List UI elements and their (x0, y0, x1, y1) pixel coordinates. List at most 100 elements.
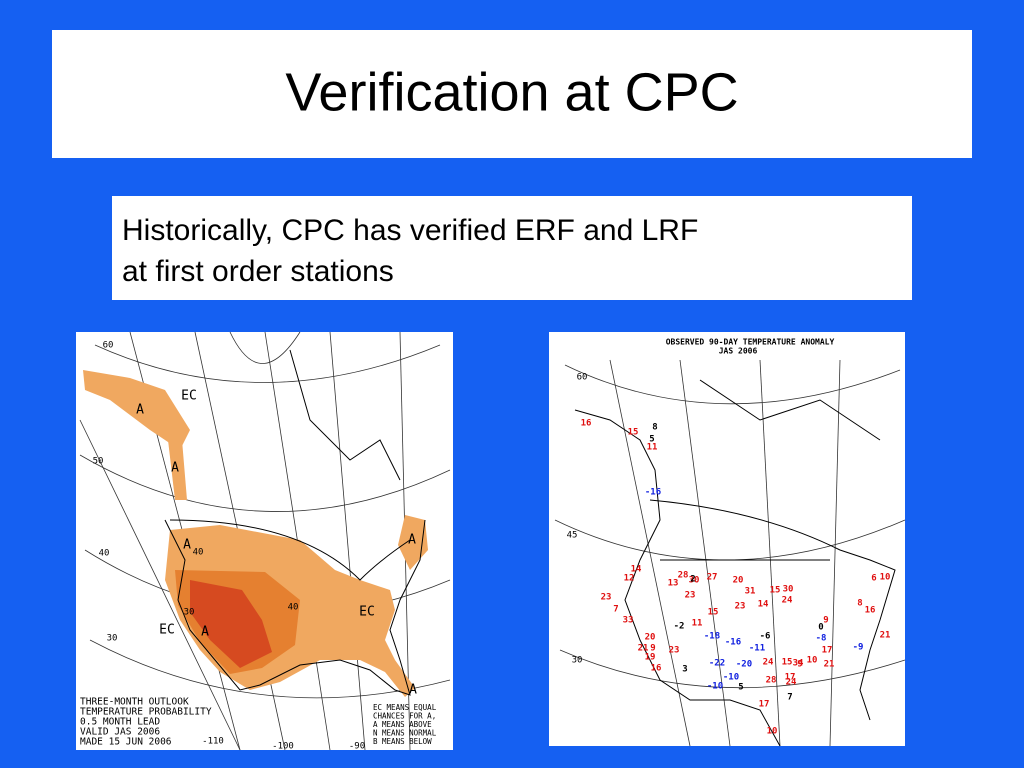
station-value: 5 (649, 435, 654, 445)
station-value: 17 (785, 673, 796, 683)
station-value: 9 (823, 616, 828, 626)
station-value: 15 (782, 658, 793, 668)
grid (554, 359, 906, 747)
station-value: -2 (674, 622, 685, 632)
station-value: 16 (581, 419, 592, 429)
station-value: 14 (758, 600, 769, 610)
station-value: 34 (793, 659, 804, 669)
station-value: 13 (668, 579, 679, 589)
station-value: 20 (733, 576, 744, 586)
title-box (52, 30, 972, 158)
station-value: -8 (816, 634, 827, 644)
station-value: 28 (766, 676, 777, 686)
map-caption: 0.5 MONTH LEAD (80, 717, 160, 728)
station-value: -10 (707, 682, 723, 692)
station-value: 24 (782, 596, 793, 606)
station-value: 15 (708, 608, 719, 618)
station-value: 7 (787, 693, 792, 703)
map-caption: MADE 15 JUN 2006 (80, 737, 172, 748)
station-value: 20 (645, 633, 656, 643)
map-background (549, 332, 905, 746)
map-caption: TEMPERATURE PROBABILITY (80, 707, 212, 718)
coastline (164, 349, 426, 696)
station-value: 23 (685, 591, 696, 601)
map-legend: N MEANS NORMAL (373, 729, 437, 738)
map-title: OBSERVED 90-DAY TEMPERATURE ANOMALY (666, 338, 835, 347)
map-label: 30 (572, 656, 583, 666)
station-value: 17 (759, 700, 770, 710)
station-value: 30 (689, 576, 700, 586)
body-line: Historically, CPC has verified ERF and L… (122, 214, 698, 247)
probability-area (83, 370, 190, 450)
station-value: 12 (624, 574, 635, 584)
station-value: 15 (628, 428, 639, 438)
map-label: A (201, 625, 209, 640)
map-label: EC (181, 389, 197, 404)
map-label: 40 (288, 603, 299, 613)
station-value: 14 (631, 565, 642, 575)
station-value: 10 (767, 727, 778, 737)
station-value: 23 (735, 602, 746, 612)
body-line: at first order stations (122, 255, 394, 288)
map-label: -90 (349, 742, 365, 752)
station-value: 5 (738, 683, 743, 693)
map-label: EC (359, 605, 375, 620)
station-value: 23 (669, 646, 680, 656)
station-value: 31 (745, 587, 756, 597)
station-value: 24 (786, 678, 797, 688)
coastline (574, 379, 896, 747)
map-label: 30 (184, 608, 195, 618)
map-label: A (409, 683, 417, 698)
station-value: 3 (682, 665, 687, 675)
station-value: 30 (783, 585, 794, 595)
station-value: -22 (709, 659, 725, 669)
map-label: 45 (567, 531, 578, 541)
station-value: 16 (865, 606, 876, 616)
map-label: EC (159, 623, 175, 638)
station-value: 16 (651, 664, 662, 674)
station-value: 9 (650, 644, 655, 654)
map-label: 60 (577, 373, 588, 383)
map-label: -100 (272, 742, 294, 752)
station-value: 8 (652, 423, 657, 433)
station-value: 33 (623, 616, 634, 626)
station-value: 9 (797, 660, 802, 670)
station-value: -16 (645, 488, 661, 498)
station-value: -10 (723, 673, 739, 683)
map-label: A (183, 538, 191, 553)
station-value: 21 (824, 660, 835, 670)
map-caption: VALID JAS 2006 (80, 727, 160, 738)
map-label: 60 (103, 341, 114, 351)
station-value: 28 (678, 571, 689, 581)
station-value: 10 (807, 656, 818, 666)
map-label: 50 (93, 457, 104, 467)
map-label: A (136, 403, 144, 418)
station-value: -18 (704, 632, 720, 642)
station-value: 7 (613, 605, 618, 615)
station-value: 11 (647, 443, 658, 453)
station-value: 10 (880, 573, 891, 583)
station-value: 23 (601, 593, 612, 603)
station-value: 2 (690, 575, 695, 585)
map-legend: A MEANS ABOVE (373, 720, 432, 729)
probability-area (190, 580, 272, 668)
station-value: 27 (707, 573, 718, 583)
map-label: A (408, 533, 416, 548)
station-value: 21 (880, 631, 891, 641)
map-legend: EC MEANS EQUAL (373, 703, 437, 712)
map-label: A (171, 461, 179, 476)
station-value: -9 (853, 643, 864, 653)
map-legend: CHANCES FOR A, (373, 712, 436, 721)
map-label: 40 (99, 549, 110, 559)
map-label: 40 (193, 548, 204, 558)
station-value: -11 (749, 644, 765, 654)
map-label: 30 (107, 634, 118, 644)
station-value: -6 (760, 632, 771, 642)
map-title: JAS 2006 (719, 347, 758, 356)
station-value: 0 (818, 623, 823, 633)
station-value: 6 (871, 574, 876, 584)
